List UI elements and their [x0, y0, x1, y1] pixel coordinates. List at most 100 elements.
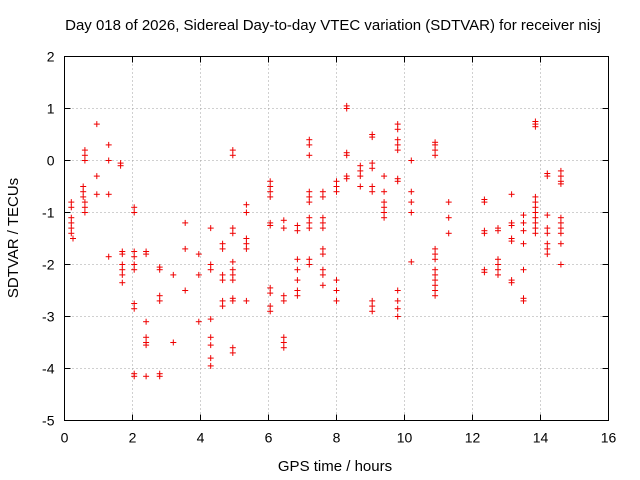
data-point	[229, 277, 236, 284]
data-point	[532, 123, 539, 130]
data-point	[520, 297, 527, 304]
data-point	[219, 303, 226, 310]
data-point	[357, 183, 364, 190]
data-point	[432, 251, 439, 258]
data-point	[319, 266, 326, 273]
data-point	[333, 183, 340, 190]
data-point	[207, 334, 214, 341]
data-point	[81, 199, 88, 206]
data-point	[319, 282, 326, 289]
data-point	[182, 245, 189, 252]
data-point	[306, 199, 313, 206]
data-point	[68, 204, 75, 211]
data-point	[432, 256, 439, 263]
data-point	[267, 222, 274, 229]
data-point	[131, 266, 138, 273]
data-point	[306, 261, 313, 268]
data-point	[394, 178, 401, 185]
data-point	[81, 204, 88, 211]
data-point	[520, 240, 527, 247]
data-point	[495, 261, 501, 268]
data-point	[131, 209, 138, 216]
data-point	[532, 199, 539, 206]
data-point	[280, 292, 287, 299]
data-point	[267, 290, 274, 297]
data-point	[229, 258, 236, 265]
data-point	[408, 199, 415, 206]
data-point	[131, 373, 138, 380]
data-point	[333, 277, 340, 284]
data-point	[369, 183, 376, 190]
data-point	[357, 167, 364, 174]
data-point	[68, 199, 75, 206]
data-point	[557, 240, 564, 247]
data-point	[357, 162, 364, 169]
data-point	[143, 251, 150, 258]
data-point	[267, 193, 274, 200]
data-point	[294, 222, 301, 229]
data-point	[508, 238, 515, 245]
data-point	[343, 102, 350, 109]
data-point	[131, 261, 138, 268]
data-point	[143, 373, 150, 380]
data-point	[68, 214, 75, 221]
data-point	[170, 271, 177, 278]
data-point	[432, 266, 439, 273]
data-point	[394, 287, 401, 294]
data-point	[294, 266, 301, 273]
data-point	[229, 297, 236, 304]
data-point	[182, 287, 189, 294]
data-point	[381, 214, 388, 221]
data-point	[432, 147, 439, 154]
data-point	[81, 209, 88, 216]
data-point	[508, 191, 515, 198]
data-point	[119, 279, 126, 286]
data-point	[432, 245, 439, 252]
data-point	[333, 297, 340, 304]
data-point	[408, 258, 415, 265]
data-point	[544, 212, 551, 219]
data-point	[207, 355, 214, 362]
data-point	[143, 318, 150, 325]
axis-ticks	[64, 56, 609, 421]
data-point	[81, 157, 88, 164]
data-point	[369, 308, 376, 315]
data-point	[544, 245, 551, 252]
data-point	[369, 160, 376, 167]
data-point	[557, 167, 564, 174]
x-tick-label: 2	[129, 430, 137, 446]
data-point	[229, 225, 236, 232]
data-point	[280, 225, 287, 232]
data-point	[381, 204, 388, 211]
data-point	[381, 199, 388, 206]
data-point	[267, 303, 274, 310]
data-point	[394, 136, 401, 143]
data-point	[557, 180, 564, 187]
data-point	[195, 271, 202, 278]
data-point	[229, 266, 236, 273]
plot-frame	[64, 56, 609, 421]
y-tick-label: 0	[47, 153, 55, 169]
data-point	[532, 225, 539, 232]
data-point	[219, 240, 226, 247]
data-point	[544, 230, 551, 237]
x-tick-label: 16	[601, 430, 617, 446]
x-tick-label: 4	[197, 430, 205, 446]
data-point	[508, 279, 515, 286]
data-point	[81, 147, 88, 154]
data-point	[333, 178, 340, 185]
data-point	[532, 193, 539, 200]
y-tick-label: -2	[42, 257, 55, 273]
data-point	[119, 261, 126, 268]
data-point	[70, 235, 76, 242]
data-point	[557, 173, 564, 180]
data-point	[394, 147, 401, 154]
data-point	[143, 342, 150, 349]
data-point	[408, 157, 415, 164]
data-point	[544, 225, 551, 232]
data-point	[68, 225, 75, 232]
data-point	[119, 271, 126, 278]
data-point	[93, 191, 100, 198]
x-tick-label: 12	[465, 430, 481, 446]
